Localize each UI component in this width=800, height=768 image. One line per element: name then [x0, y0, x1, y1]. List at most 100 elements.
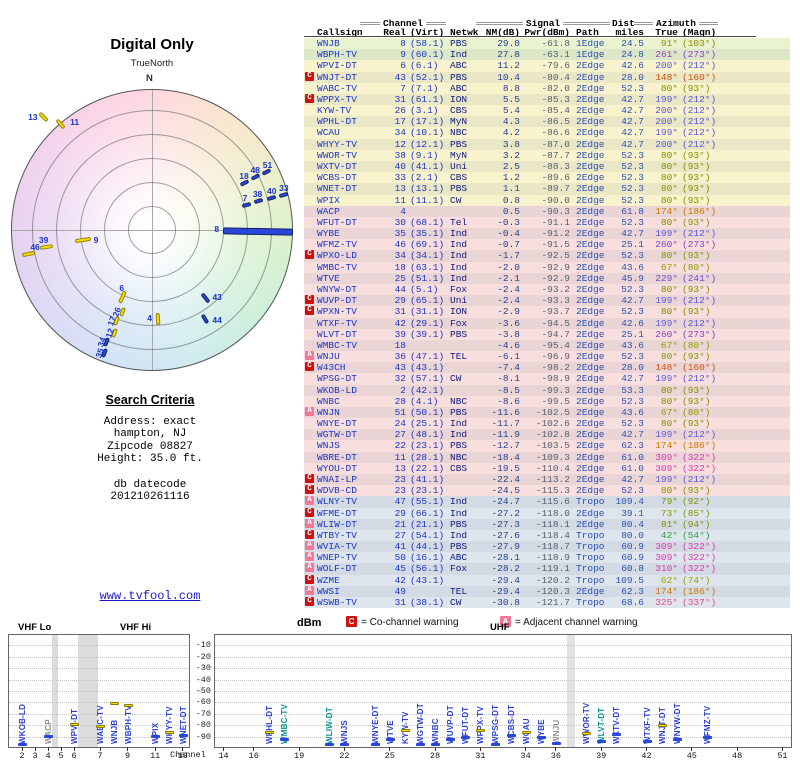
spectrum-signal-mark	[264, 730, 274, 734]
channel-tick	[525, 747, 527, 751]
callsign-cell: WBRE-DT	[317, 451, 357, 463]
channel-tick	[434, 747, 436, 751]
distance-cell: 60.9	[621, 541, 644, 553]
distance-cell: 52.3	[621, 418, 644, 430]
table-group-header-azimuth: Azimuth	[634, 18, 719, 29]
spectrum-signal-mark	[370, 743, 380, 746]
real-channel-cell: 26	[394, 105, 406, 117]
azimuth-true-cell: 67°	[660, 261, 678, 273]
real-channel-cell: 42	[394, 317, 406, 329]
distance-cell: 28.0	[621, 71, 644, 83]
distance-cell: 109.4	[615, 496, 644, 508]
virtual-channel-cell: (50.1)	[410, 406, 445, 418]
virtual-channel-cell: (2.1)	[410, 172, 439, 184]
path-cell: 2Edge	[576, 105, 605, 117]
nm-db-cell: 5.5	[502, 93, 520, 105]
distance-cell: 52.3	[621, 306, 644, 318]
channel-tick	[60, 747, 62, 751]
radar-channel-label: 48	[250, 165, 260, 176]
azimuth-magnetic-cell: (93°)	[682, 418, 711, 430]
channel-tick-label: 25	[384, 751, 395, 761]
power-dbm-cell: -120.2	[535, 574, 570, 586]
radar-channel-label: 39	[38, 234, 49, 245]
spectrum-signal-mark	[165, 731, 174, 735]
real-channel-cell: 31	[394, 93, 406, 105]
spectrum-signal-mark	[642, 739, 652, 743]
channel-tick-label: 7	[97, 751, 103, 761]
virtual-channel-cell: (10.1)	[410, 127, 445, 139]
spectrum-station-label: WPPX-TV	[476, 706, 486, 744]
virtual-channel-cell: (61.1)	[410, 93, 445, 105]
spectrum-gridline	[215, 713, 791, 715]
virtual-channel-cell: (11.1)	[410, 194, 445, 206]
spectrum-signal-mark	[702, 736, 712, 740]
distance-cell: 42.6	[621, 317, 644, 329]
real-channel-cell: 41	[394, 541, 406, 553]
table-group-header-channel: Channel	[360, 18, 447, 29]
table-row: A WNJN 51 (50.1) PBS -11.6 -102.5 2Edge 43.6 67° (…	[304, 406, 790, 419]
azimuth-magnetic-cell: (85°)	[682, 507, 711, 519]
virtual-channel-cell: (12.1)	[410, 138, 445, 150]
network-cell: Ind	[450, 49, 468, 61]
network-cell: CW	[450, 373, 462, 385]
distance-cell: 60.9	[621, 552, 644, 564]
dbm-tick-label: -80	[195, 720, 211, 731]
network-cell: Ind	[450, 529, 468, 541]
power-dbm-cell: -99.5	[541, 395, 570, 407]
path-cell: 2Edge	[576, 71, 605, 83]
radar-ring	[104, 182, 200, 278]
real-channel-cell: 23	[394, 474, 406, 486]
virtual-channel-cell: (41.1)	[410, 474, 445, 486]
table-row: WTXF-TV 42 (29.1) Fox -3.6 -94.5 2Edge 42.6 199°…	[304, 317, 790, 329]
tvfool-link[interactable]: www.tvfool.com	[99, 589, 201, 603]
azimuth-true-cell: 80°	[660, 283, 678, 295]
power-dbm-cell: -98.9	[541, 373, 570, 385]
power-dbm-cell: -86.6	[541, 127, 570, 139]
network-cell: Ind	[450, 507, 468, 519]
nm-db-cell: 10.4	[497, 71, 520, 83]
azimuth-true-cell: 80°	[660, 194, 678, 206]
co-channel-warning-flag: C	[305, 474, 314, 484]
channel-tick-label: 45	[686, 751, 697, 761]
table-row: WHYY-TV 12 (12.1) PBS 3.8 -87.0 2Edge 42.7 200° (…	[304, 138, 790, 150]
table-row: WNJB 8 (58.1) PBS 29.0 -61.8 1Edge 24.5 91° (103°…	[304, 38, 790, 50]
path-cell: Tropo	[576, 529, 605, 541]
network-cell: TEL	[450, 585, 468, 597]
table-row: WNYE-DT 24 (25.1) Ind -11.7 -102.6 2Edge 52.3 80…	[304, 418, 790, 430]
distance-cell: 42.7	[621, 373, 644, 385]
co-channel-warning-flag: C	[305, 529, 314, 539]
spectrum-signal-mark	[44, 734, 53, 738]
azimuth-true-cell: 42°	[660, 529, 678, 541]
channel-tick-label: 14	[218, 751, 229, 761]
table-row: WPHL-DT 17 (17.1) MyN 4.3 -86.5 2Edge 42.7 200° (…	[304, 116, 790, 128]
spectrum-station-label: WNYE-DT	[370, 705, 380, 744]
callsign-cell: WBPH-TV	[317, 49, 357, 61]
nm-db-cell: -28.1	[491, 552, 520, 564]
table-row: WABC-TV 7 (7.1) ABC 8.8 -82.0 2Edge 52.3 80° (93°…	[304, 82, 790, 94]
spectrum-signal-mark	[385, 737, 395, 741]
spectrum-station-label: WXTV-DT	[612, 706, 622, 744]
network-cell: PBS	[450, 328, 468, 340]
azimuth-true-cell: 199°	[655, 429, 678, 441]
real-channel-cell: 7	[400, 82, 406, 94]
network-cell: Ind	[450, 272, 468, 284]
callsign-cell: WPXO-LD	[317, 250, 357, 262]
virtual-channel-cell: (65.1)	[410, 295, 445, 307]
co-channel-warning-flag: C	[305, 362, 314, 372]
spectrum-signal-mark	[70, 722, 79, 726]
network-cell: ABC	[450, 552, 468, 564]
virtual-channel-cell: (23.1)	[410, 440, 445, 452]
adjacent-channel-warning-flag: A	[305, 496, 314, 506]
distance-cell: 25.1	[621, 239, 644, 251]
channel-tick	[127, 747, 129, 751]
azimuth-magnetic-cell: (212°)	[682, 116, 717, 128]
radar-channel-label: 51	[262, 159, 273, 170]
spectrum-signal-mark	[109, 702, 119, 706]
distance-cell: 52.3	[621, 351, 644, 363]
channel-tick	[21, 747, 23, 751]
callsign-cell: WMBC-TV	[317, 261, 357, 273]
spectrum-signal-mark	[521, 730, 531, 734]
nm-db-cell: -22.4	[491, 474, 520, 486]
azimuth-true-cell: 80°	[660, 172, 678, 184]
spectrum-gridline	[9, 691, 189, 692]
